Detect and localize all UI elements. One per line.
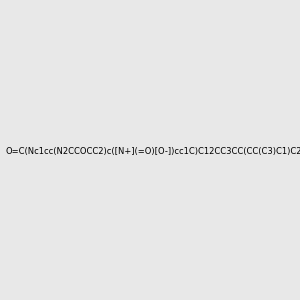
Text: O=C(Nc1cc(N2CCOCC2)c([N+](=O)[O-])cc1C)C12CC3CC(CC(C3)C1)C2: O=C(Nc1cc(N2CCOCC2)c([N+](=O)[O-])cc1C)C… [5,147,300,156]
